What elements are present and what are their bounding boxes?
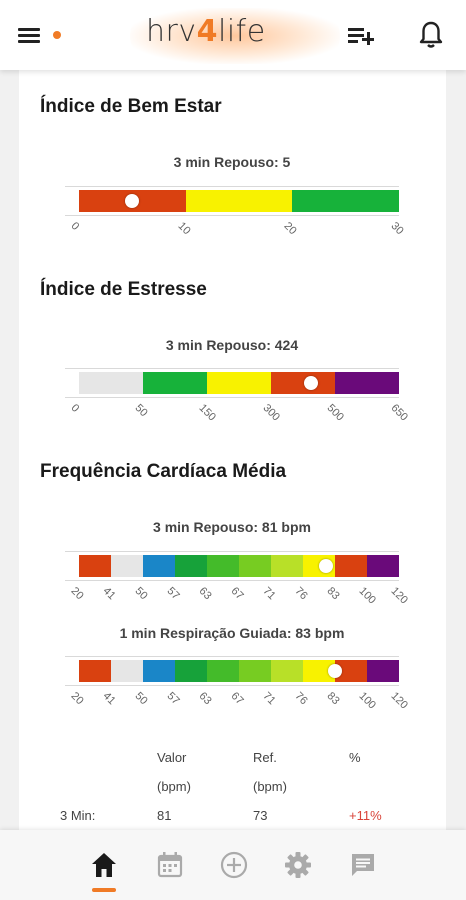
heart-rate-guided-marker: [328, 664, 342, 678]
col-value-header: Valor: [157, 750, 187, 765]
wellbeing-caption: 3 min Repouso: 5: [173, 154, 291, 170]
gauge-band: [143, 555, 175, 577]
gauge-band: [207, 660, 239, 682]
app-header: hrv4life: [0, 0, 466, 70]
stress-caption: 3 min Repouso: 424: [165, 337, 299, 353]
active-tab-indicator: [92, 888, 116, 892]
heart-rate-rest-gauge: [79, 555, 399, 577]
bottom-nav: [0, 830, 466, 900]
gauge-band: [143, 660, 175, 682]
gauge-band: [303, 660, 335, 682]
bell-icon[interactable]: [418, 20, 444, 50]
gauge-band: [111, 660, 143, 682]
heart-rate-rest-marker: [318, 559, 333, 573]
heart-rate-rest-track: [65, 551, 399, 581]
row-label: 3 Min:: [60, 808, 96, 823]
row-pct: +11%: [349, 808, 382, 823]
gauge-band: [367, 660, 399, 682]
gauge-band: [175, 555, 207, 577]
menu-icon[interactable]: [18, 26, 42, 44]
col-ref-unit: (bpm): [253, 779, 287, 794]
playlist-add-icon[interactable]: [346, 24, 376, 48]
gauge-band: [79, 372, 143, 394]
gauge-band: [239, 660, 271, 682]
gauge-band: [292, 190, 399, 212]
logo-glow: [130, 8, 340, 64]
heart-rate-rest-caption: 3 min Repouso: 81 bpm: [153, 519, 311, 535]
wellbeing-gauge-track: [65, 186, 399, 216]
gauge-band: [335, 555, 367, 577]
gauge-band: [335, 372, 399, 394]
gauge-band: [79, 660, 111, 682]
gauge-band: [175, 660, 207, 682]
col-value-unit: (bpm): [157, 779, 191, 794]
settings-icon[interactable]: [283, 850, 313, 880]
gauge-band: [271, 372, 335, 394]
add-circle-icon[interactable]: [219, 850, 249, 880]
gauge-band: [271, 660, 303, 682]
wellbeing-marker: [125, 194, 140, 208]
row-ref: 73: [253, 808, 268, 823]
chat-icon[interactable]: [348, 850, 378, 880]
content-card: [19, 70, 446, 830]
stress-marker: [303, 376, 318, 390]
stress-gauge-track: [65, 368, 399, 398]
row-value: 81: [157, 808, 172, 823]
gauge-band: [207, 372, 271, 394]
gauge-band: [79, 555, 111, 577]
col-ref-header: Ref.: [253, 750, 277, 765]
heart-rate-guided-caption: 1 min Respiração Guiada: 83 bpm: [119, 625, 345, 641]
gauge-band: [335, 660, 367, 682]
col-pct-header: %: [349, 750, 361, 765]
home-icon[interactable]: [89, 850, 119, 880]
stress-gauge: [79, 372, 399, 394]
gauge-band: [185, 190, 293, 212]
app-logo: hrv4life: [146, 14, 266, 49]
heart-rate-guided-track: [65, 656, 399, 686]
heart-rate-title: Frequência Cardíaca Média: [40, 461, 287, 482]
gauge-band: [143, 372, 207, 394]
gauge-band: [239, 555, 271, 577]
wellbeing-title: Índice de Bem Estar: [40, 96, 222, 117]
gauge-band: [111, 555, 143, 577]
stress-title: Índice de Estresse: [40, 279, 207, 300]
gauge-band: [207, 555, 239, 577]
notification-dot: [53, 31, 61, 39]
gauge-band: [271, 555, 303, 577]
heart-rate-guided-gauge: [79, 660, 399, 682]
calendar-icon[interactable]: [155, 850, 185, 880]
gauge-band: [367, 555, 399, 577]
